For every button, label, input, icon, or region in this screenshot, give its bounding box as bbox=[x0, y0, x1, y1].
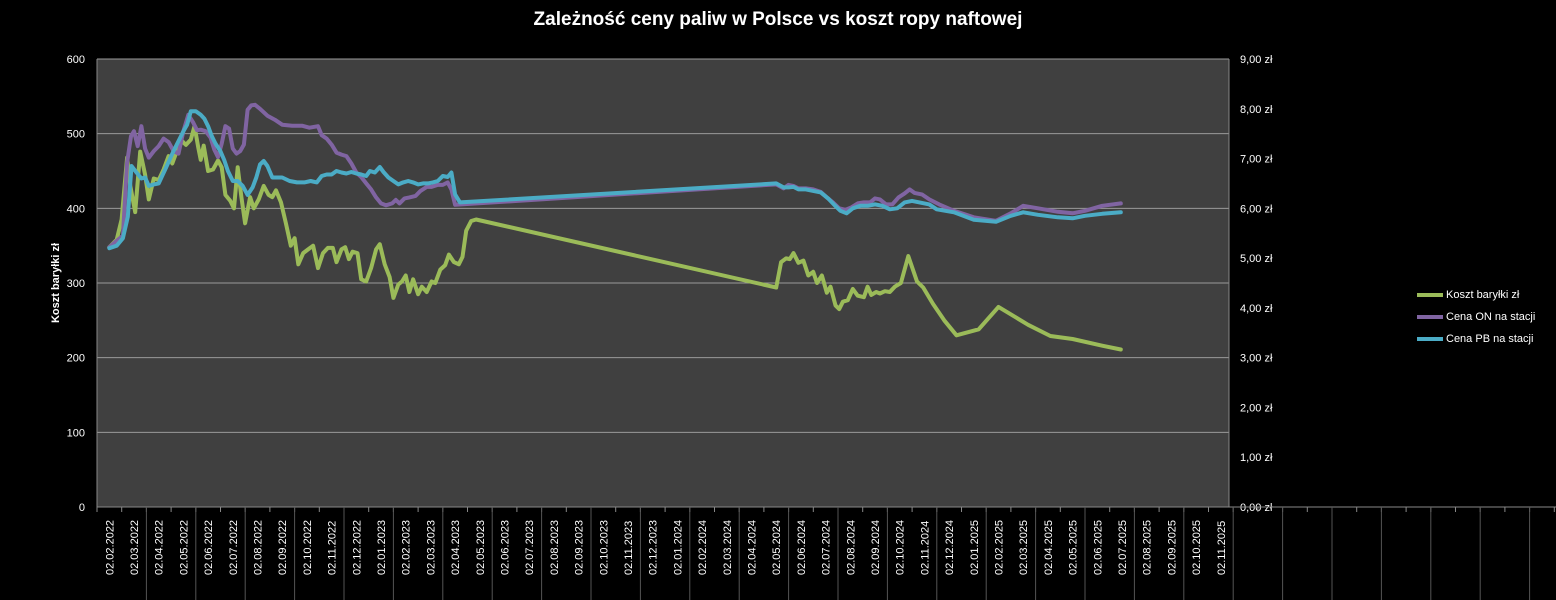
y-tick-label-right: 2,00 zł bbox=[1240, 402, 1273, 414]
y-tick-label-right: 6,00 zł bbox=[1240, 203, 1273, 215]
legend-label: Cena PB na stacji bbox=[1446, 333, 1534, 345]
y-tick-label-left: 600 bbox=[67, 54, 85, 66]
series-layer bbox=[107, 102, 1123, 352]
x-tick-label: 02.03.2022 bbox=[129, 520, 141, 575]
legend-label: Cena ON na stacji bbox=[1446, 311, 1536, 323]
x-tick-label: 02.04.2023 bbox=[450, 520, 462, 575]
x-tick-label: 02.08.2025 bbox=[1142, 520, 1154, 575]
x-tick-label: 02.02.2023 bbox=[401, 520, 413, 575]
x-tick-label: 02.06.2022 bbox=[203, 520, 215, 575]
x-tick-label: 02.10.2023 bbox=[598, 520, 610, 575]
y-tick-label-right: 4,00 zł bbox=[1240, 303, 1273, 315]
x-tick-label: 02.07.2025 bbox=[1117, 520, 1129, 575]
x-tick-label: 02.07.2023 bbox=[524, 520, 536, 575]
y-tick-label-left: 300 bbox=[67, 278, 85, 290]
x-tick-label: 02.04.2022 bbox=[154, 520, 166, 575]
series-line bbox=[107, 102, 1123, 250]
x-tick-label: 02.12.2022 bbox=[351, 520, 363, 575]
y-tick-label-left: 0 bbox=[79, 502, 85, 514]
x-tick-label: 02.01.2023 bbox=[376, 520, 388, 575]
y-tick-label-right: 3,00 zł bbox=[1240, 353, 1273, 365]
x-tick-label: 02.10.2025 bbox=[1191, 520, 1203, 575]
x-tick-label: 02.10.2022 bbox=[302, 520, 314, 575]
x-tick-label: 02.02.2024 bbox=[697, 520, 709, 575]
x-tick-label: 02.08.2024 bbox=[845, 520, 857, 575]
y-tick-label-right: 0,00 zł bbox=[1240, 502, 1273, 514]
y-tick-label-right: 8,00 zł bbox=[1240, 104, 1273, 116]
x-tick-label: 02.11.2025 bbox=[1216, 521, 1228, 575]
y-tick-label-right: 9,00 zł bbox=[1240, 54, 1273, 66]
x-tick-label: 02.05.2022 bbox=[178, 520, 190, 575]
y-tick-label-right: 1,00 zł bbox=[1240, 452, 1273, 464]
y-tick-label-left: 200 bbox=[67, 353, 85, 365]
x-tick-label: 02.06.2024 bbox=[796, 520, 808, 575]
legend-label: Koszt baryłki zł bbox=[1446, 289, 1520, 301]
series-line bbox=[107, 124, 1123, 352]
legend-item: Koszt baryłki zł bbox=[1417, 284, 1535, 306]
x-tick-label: 02.07.2022 bbox=[228, 520, 240, 575]
y-tick-label-left: 400 bbox=[67, 203, 85, 215]
y-axis-left-label: Koszt baryłki zł bbox=[50, 242, 62, 324]
x-tick-label: 02.03.2023 bbox=[425, 520, 437, 575]
chart-title: Zależność ceny paliw w Polsce vs koszt r… bbox=[533, 9, 1023, 30]
grid-lines bbox=[97, 58, 1229, 433]
x-tick-label: 02.12.2024 bbox=[944, 520, 956, 575]
legend-swatch bbox=[1417, 337, 1443, 341]
legend-swatch bbox=[1417, 315, 1443, 319]
x-tick-label: 02.03.2025 bbox=[1018, 520, 1030, 575]
x-tick-label: 02.11.2024 bbox=[919, 521, 931, 575]
x-tick-label: 02.01.2024 bbox=[672, 520, 684, 575]
x-tick-label: 02.08.2023 bbox=[549, 520, 561, 575]
x-tick-label: 02.06.2023 bbox=[500, 520, 512, 575]
series-line bbox=[107, 109, 1123, 251]
x-tick-label: 02.11.2022 bbox=[327, 521, 339, 575]
x-tick-label: 02.08.2022 bbox=[253, 520, 265, 575]
x-tick-label: 02.05.2025 bbox=[1068, 520, 1080, 575]
x-tick-label: 02.09.2023 bbox=[574, 520, 586, 575]
legend-item: Cena ON na stacji bbox=[1417, 306, 1535, 328]
x-tick-label: 02.10.2024 bbox=[895, 520, 907, 575]
axes-layer: 0 100 200 300 400 500 600 0,00 zł 1,00 zł 2,00 zł… bbox=[67, 54, 1556, 600]
x-tick-label: 02.05.2023 bbox=[475, 520, 487, 575]
x-tick-label: 02.07.2024 bbox=[821, 520, 833, 575]
x-tick-label: 02.09.2025 bbox=[1166, 520, 1178, 575]
x-tick-label: 02.05.2024 bbox=[771, 520, 783, 575]
x-tick-label: 02.12.2023 bbox=[648, 520, 660, 575]
x-tick-label: 02.06.2025 bbox=[1092, 520, 1104, 575]
y-tick-label-left: 500 bbox=[67, 129, 85, 141]
legend: Koszt baryłki zł Cena ON na stacji Cena … bbox=[1417, 284, 1535, 350]
x-tick-label: 02.03.2024 bbox=[722, 520, 734, 575]
x-tick-label: 02.01.2025 bbox=[969, 520, 981, 575]
legend-item: Cena PB na stacji bbox=[1417, 328, 1535, 350]
x-tick-label: 02.04.2024 bbox=[747, 520, 759, 575]
x-tick-label: 02.09.2022 bbox=[277, 520, 289, 575]
x-tick-label: 02.11.2023 bbox=[623, 521, 635, 575]
y-tick-label-left: 100 bbox=[67, 427, 85, 439]
y-tick-label-right: 7,00 zł bbox=[1240, 154, 1273, 166]
y-tick-label-right: 5,00 zł bbox=[1240, 253, 1273, 265]
legend-swatch bbox=[1417, 293, 1443, 297]
x-tick-label: 02.04.2025 bbox=[1043, 520, 1055, 575]
x-tick-label: 02.09.2024 bbox=[870, 520, 882, 575]
x-tick-label: 02.02.2022 bbox=[104, 520, 116, 575]
x-tick-label: 02.02.2025 bbox=[994, 520, 1006, 575]
